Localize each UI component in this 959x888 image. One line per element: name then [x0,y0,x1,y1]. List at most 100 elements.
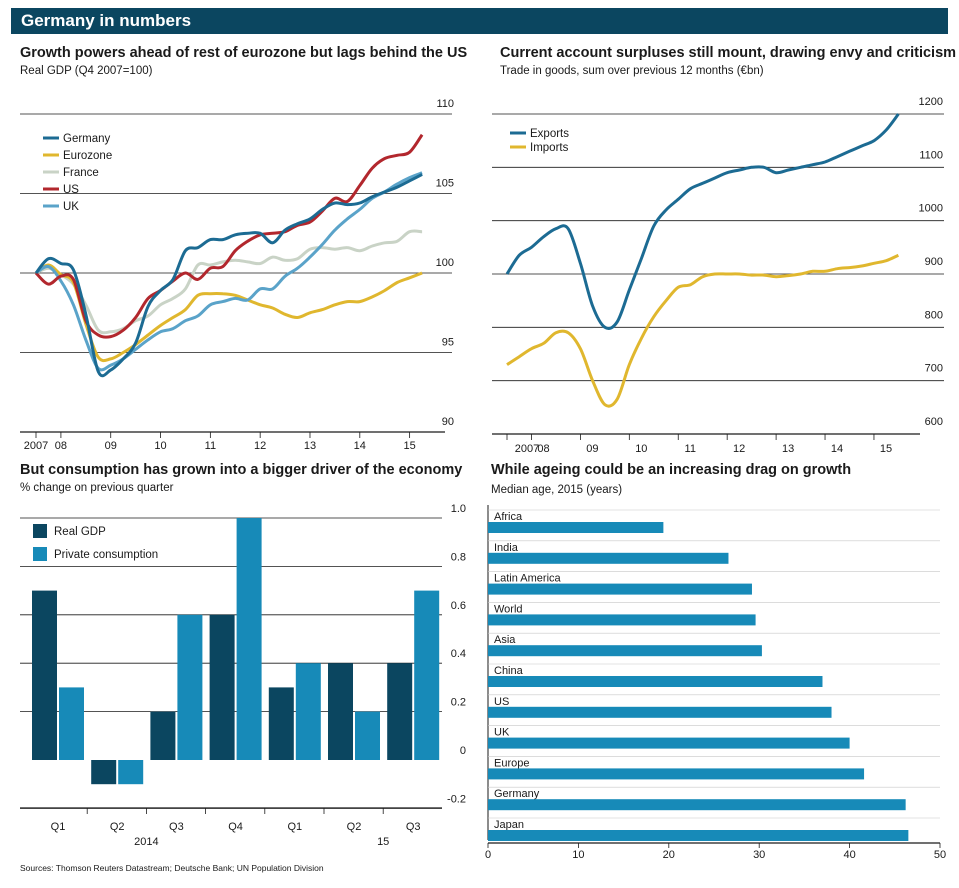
consumption-bar-real-gdp [91,760,117,785]
age-category-label: Europe [494,757,529,769]
gdp-x-tick-label: 09 [105,440,117,452]
age-x-tick-label: 20 [663,849,675,861]
gdp-legend-label: France [63,167,99,179]
trade-series-imports-line [506,253,900,408]
trade-y-tick-label: 700 [925,363,943,375]
trade-x-tick-label: 12 [733,443,745,455]
gdp-y-tick-label: 110 [436,98,454,110]
trade-legend-label: Exports [530,128,569,140]
age-category-label: UK [494,727,510,739]
age-x-tick-label: 30 [753,849,765,861]
trade-y-tick-label: 1100 [919,149,943,161]
consumption-legend-label: Private consumption [54,549,158,561]
consumption-chart-title: But consumption has grown into a bigger … [20,462,463,478]
age-x-tick-label: 0 [485,849,491,861]
consumption-y-tick-label: -0.2 [447,793,466,805]
trade-y-tick-label: 1000 [919,203,943,215]
age-bar [488,522,664,533]
age-bar [488,645,762,657]
consumption-bar-real-gdp [209,614,235,760]
consumption-legend-swatch [33,547,47,561]
trade-x-tick-label: 10 [635,443,647,455]
gdp-y-tick-label: 100 [436,257,454,269]
consumption-bar-private-consumption [355,711,380,760]
gdp-y-tick-label: 95 [442,337,454,349]
sources-note: Sources: Thomson Reuters Datastream; Deu… [20,863,324,873]
gdp-legend-label: US [63,184,79,196]
consumption-bar-private-consumption [414,590,440,760]
age-bar [488,830,909,841]
consumption-x-tick-label: Q1 [51,821,66,833]
consumption-bar-private-consumption [236,518,262,760]
age-category-label: India [494,542,519,554]
consumption-x-tick-label: Q1 [287,821,302,833]
age-bar [488,614,756,626]
age-category-label: World [494,603,523,615]
consumption-legend-label: Real GDP [54,526,106,538]
age-category-label: Japan [494,819,524,831]
consumption-y-tick-label: 0.8 [451,551,466,563]
trade-y-tick-label: 600 [925,416,943,428]
gdp-x-tick-label: 2007 [24,440,48,452]
trade-x-tick-label: 09 [586,443,598,455]
consumption-x-tick-label: Q4 [228,821,243,833]
age-bar [488,799,906,811]
consumption-legend-swatch [33,524,47,538]
consumption-bar-real-gdp [268,687,294,760]
trade-x-tick-label: 11 [685,443,696,455]
trade-y-tick-label: 800 [925,309,943,321]
age-category-label: US [494,696,509,708]
gdp-legend-label: Eurozone [63,150,112,162]
consumption-bar-private-consumption [295,663,321,760]
consumption-bar-real-gdp [328,663,353,760]
consumption-x-tick-label: Q3 [406,821,421,833]
age-bar [488,552,729,564]
age-chart-subtitle: Median age, 2015 (years) [491,484,623,496]
consumption-x-tick-label: Q3 [169,821,184,833]
gdp-x-tick-label: 10 [154,440,166,452]
consumption-bar-real-gdp [150,711,176,760]
consumption-year-label: 15 [377,836,389,848]
age-chart-title: While ageing could be an increasing drag… [491,462,852,478]
age-x-tick-label: 50 [934,849,946,861]
gdp-y-tick-label: 90 [442,416,454,428]
gdp-x-tick-label: 11 [205,440,216,452]
trade-x-tick-label: 2007 [515,443,539,455]
consumption-x-tick-label: Q2 [347,821,362,833]
age-category-label: Asia [494,634,516,646]
gdp-legend-label: Germany [63,133,111,145]
age-bar [488,583,752,595]
consumption-bar-private-consumption [118,760,144,785]
gdp-chart-subtitle: Real GDP (Q4 2007=100) [20,65,153,77]
consumption-y-tick-label: 1.0 [451,503,466,515]
consumption-chart-subtitle: % change on previous quarter [20,482,174,494]
gdp-x-tick-label: 13 [304,440,316,452]
consumption-y-tick-label: 0.6 [451,600,466,612]
gdp-y-tick-label: 105 [436,178,454,190]
gdp-legend-label: UK [63,201,79,213]
banner-title: Germany in numbers [21,11,192,30]
gdp-series-france-line [35,229,423,335]
gdp-x-tick-label: 14 [354,440,366,452]
gdp-x-tick-label: 12 [254,440,266,452]
gdp-x-tick-label: 08 [55,440,67,452]
consumption-bar-real-gdp [387,663,413,760]
age-x-tick-label: 10 [572,849,584,861]
consumption-y-tick-label: 0 [460,745,466,757]
age-bar [488,768,865,780]
age-bar [488,676,823,687]
trade-series-exports-line [505,113,900,330]
age-category-label: Latin America [494,573,562,585]
gdp-series-germany-line [34,173,423,378]
gdp-series-us-line [34,133,424,339]
gdp-chart-title: Growth powers ahead of rest of eurozone … [20,45,468,61]
age-bar [488,737,850,749]
trade-legend-label: Imports [530,142,569,154]
trade-x-tick-label: 08 [537,443,549,455]
age-category-label: China [494,665,524,677]
trade-x-tick-label: 14 [831,443,843,455]
trade-y-tick-label: 900 [925,256,943,268]
banner: Germany in numbers [11,8,948,34]
gdp-series-uk-line [35,171,423,372]
